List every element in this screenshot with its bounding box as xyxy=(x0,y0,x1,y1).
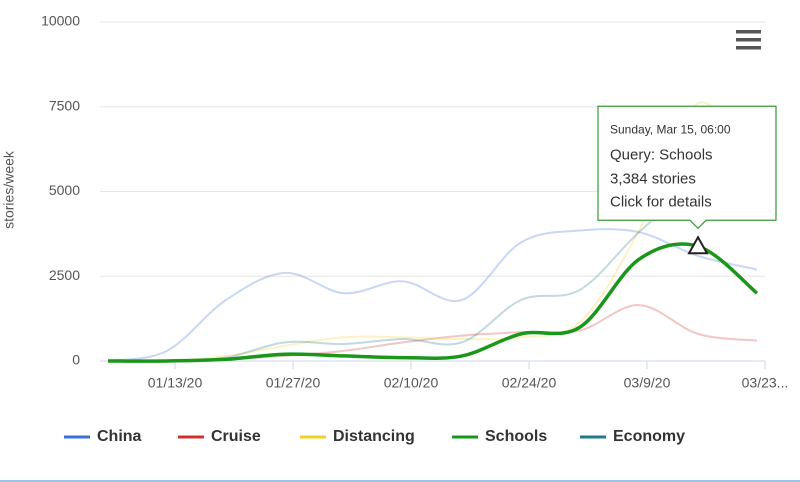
x-tick-label: 02/10/20 xyxy=(384,375,439,391)
y-tick-label: 10000 xyxy=(41,13,80,29)
legend-item[interactable]: Distancing xyxy=(300,428,415,445)
series-line xyxy=(107,242,759,363)
hover-marker xyxy=(687,235,709,255)
legend-label: Economy xyxy=(613,428,685,445)
y-tick-label: 0 xyxy=(72,352,80,368)
tooltip-action: Click for details xyxy=(610,193,712,210)
menu-button[interactable] xyxy=(730,23,766,57)
x-tick-label: 01/27/20 xyxy=(266,375,321,391)
y-tick-label: 5000 xyxy=(49,182,80,198)
legend-label: Schools xyxy=(485,428,547,445)
x-tick-label: 03/9/20 xyxy=(624,375,671,391)
legend-label: Cruise xyxy=(211,428,261,445)
y-tick-label: 2500 xyxy=(49,267,80,283)
tooltip-box xyxy=(597,105,777,230)
tooltip[interactable]: Sunday, Mar 15, 06:00 Query: Schools 3,384… xyxy=(597,105,777,230)
legend-item[interactable]: Cruise xyxy=(178,428,261,445)
y-tick-label: 7500 xyxy=(49,97,80,113)
series-line xyxy=(107,228,758,362)
legend-label: China xyxy=(97,428,142,445)
y-axis-label: stories/week xyxy=(1,150,17,229)
legend-item[interactable]: Economy xyxy=(580,428,685,445)
legend-label: Distancing xyxy=(333,428,415,445)
tooltip-date: Sunday, Mar 15, 06:00 xyxy=(610,122,731,136)
x-tick-label: 03/23... xyxy=(742,375,789,391)
tooltip-count: 3,384 stories xyxy=(610,170,696,187)
legend-item[interactable]: Schools xyxy=(452,428,547,445)
x-tick-label: 01/13/20 xyxy=(148,375,203,391)
tooltip-query: Query: Schools xyxy=(610,146,713,163)
legend-item[interactable]: China xyxy=(64,428,142,445)
x-tick-label: 02/24/20 xyxy=(502,375,557,391)
